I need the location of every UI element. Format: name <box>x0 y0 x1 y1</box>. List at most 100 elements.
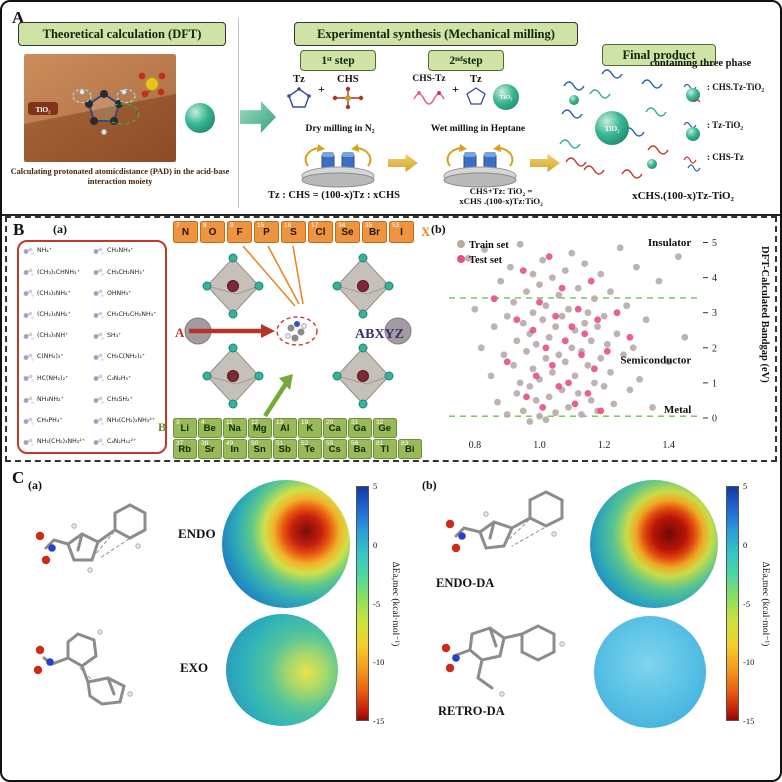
scatter-point <box>584 361 592 369</box>
element-Cl: 17 Cl <box>308 221 333 243</box>
tz-label: Tz <box>293 74 305 85</box>
scatter-point <box>597 354 605 362</box>
cation-item: (CH₃)₂CHNH₃⁺ <box>22 267 92 278</box>
panel-c-sub-b: (b) <box>422 478 437 492</box>
scatter-point <box>558 312 566 320</box>
step2-milling-label: Wet milling in Heptane <box>430 124 526 134</box>
b-element-row2: 37 Rb 38 Sr 49 In 50 Sn 51 Sb 52 Te 55 Cs 56 Ba 81 Tl 83 Bi <box>173 439 422 459</box>
octahedra <box>202 253 394 409</box>
scatter-point <box>545 333 553 341</box>
panel-b: B (a) NH₄⁺ CH₃NH₃⁺ (CH₃)₂CHNH₃⁺ CH₃CH₂NH₃⁺(… <box>5 216 777 462</box>
scatter-point <box>616 244 624 252</box>
colorbar-tick: -5 <box>373 598 381 609</box>
cation-item: (CH₃)₂NH₂⁺ <box>22 288 92 299</box>
a-site-letter: A <box>175 325 185 340</box>
retro-da-energy-sphere <box>594 616 706 728</box>
scatter-point <box>539 404 547 411</box>
b-arrow <box>263 374 293 418</box>
cation-item: HC(NH₂)₂⁺ <box>22 373 92 384</box>
element-Sr: 38 Sr <box>198 439 222 459</box>
scatter-point <box>675 253 682 260</box>
scatter-point <box>561 358 569 366</box>
colorbar-tick: 0 <box>373 539 378 550</box>
chstz-tio2-icon <box>683 83 701 103</box>
slab-facet <box>24 94 176 162</box>
colorbar-a-label: ΔEa,mec (kcal·mol⁻¹) <box>390 561 400 646</box>
y-tick-label: 0 <box>712 413 717 424</box>
scatter-point <box>581 260 589 267</box>
element-Ge: 32 Ge <box>373 418 397 438</box>
element-Al: 13 Al <box>273 418 297 438</box>
scatter-point <box>536 298 543 306</box>
sulfur-atom <box>145 77 159 91</box>
endo-label: ENDO <box>178 526 216 541</box>
cation-item: CH₃C(NH₂)₂⁺ <box>92 352 162 363</box>
abxyz-label: ABXYZ <box>355 327 404 342</box>
scatter-point <box>490 295 498 303</box>
element-Ga: 31 Ga <box>348 418 372 438</box>
scatter-point <box>568 323 576 331</box>
scatter-point <box>510 298 517 306</box>
cation-item: (CH₃)₃NH⁺ <box>22 331 92 342</box>
scatter-point <box>487 372 495 380</box>
cation-item: C₃N₂H₅⁺ <box>92 373 162 384</box>
scatter-point <box>571 400 579 408</box>
scatter-point <box>552 323 559 331</box>
colorbar-tick: -10 <box>373 657 385 668</box>
milling-bowl-icon <box>301 144 375 188</box>
element-Se: 34 Se <box>335 221 360 243</box>
scatter-point <box>519 319 527 327</box>
scatter-point <box>629 344 637 352</box>
scatter-point <box>516 379 524 387</box>
bandgap-scatter-plot: 0.8 1.0 1.2 1.4 0 1 2 3 4 5 Insulator Semiconductor… <box>449 232 749 456</box>
region-label: Metal <box>664 404 691 416</box>
scatter-point <box>574 305 582 313</box>
scatter-point <box>561 337 569 345</box>
scatter-point <box>591 379 598 387</box>
product-formula: xCHS.(100-x)Tz-TiO₂ <box>632 190 734 202</box>
scatter-point <box>578 351 585 359</box>
three-phase-text: containing three phase <box>650 58 752 69</box>
legend-swatch <box>457 255 465 263</box>
step1-milling-label: Dry milling in N₂ <box>305 124 375 134</box>
chs-tz-icon <box>683 156 701 172</box>
scatter-point <box>681 333 689 341</box>
scatter-point <box>565 379 572 387</box>
cation-item: CH₃CH₂CH₂NH₃⁺ <box>92 310 162 321</box>
legend-label: Train set <box>469 240 509 251</box>
scatter-point <box>633 263 640 271</box>
scatter-point <box>603 340 611 348</box>
y-tick-label: 3 <box>712 308 717 319</box>
scatter-point <box>607 369 614 376</box>
cation-item: CH₃NH₃⁺ <box>92 246 162 257</box>
colorbar-tick: -10 <box>743 657 755 668</box>
b-site-letter: B <box>158 420 167 434</box>
panel-b-sub-a: (a) <box>53 222 67 236</box>
scatter-point <box>613 309 621 317</box>
tio2-label-box <box>28 102 58 115</box>
retro-da-label: RETRO-DA <box>438 704 505 718</box>
element-K: 19 K <box>298 418 322 438</box>
b-element-row1: 3 Li 4 Be 11 Na 12 Mg 13 Al 19 K 20 Ca 31 Ga 32 Ge <box>173 418 397 438</box>
chstz-label: CHS-Tz <box>412 74 446 84</box>
endo-structure <box>35 503 147 573</box>
cation-grid: NH₄⁺ CH₃NH₃⁺ (CH₃)₂CHNH₃⁺ CH₃CH₂NH₃⁺ (CH₃)₂N… <box>17 240 167 454</box>
scatter-point <box>549 369 556 376</box>
panel-c-label: C <box>12 468 25 487</box>
element-Sb: 51 Sb <box>273 439 297 459</box>
element-Na: 11 Na <box>223 418 247 438</box>
colorbar-tick: 5 <box>373 481 378 491</box>
retro-da-structure <box>441 624 565 697</box>
scatter-point <box>555 291 563 299</box>
scatter-point <box>626 386 634 394</box>
phase-legend-item: : CHS.Tz-TiO₂ <box>682 82 764 104</box>
panel-c: C (a) ENDO 5 0 -5 -10 -15 ΔEa,mec (kcal·mol⁻… <box>2 464 780 780</box>
scatter-point <box>636 376 643 383</box>
scatter-point <box>574 284 582 292</box>
tio2-sphere-label: TiO₂ <box>499 93 513 101</box>
scatter-point <box>571 372 579 380</box>
step2-title: 2ⁿᵈstep <box>428 50 504 71</box>
